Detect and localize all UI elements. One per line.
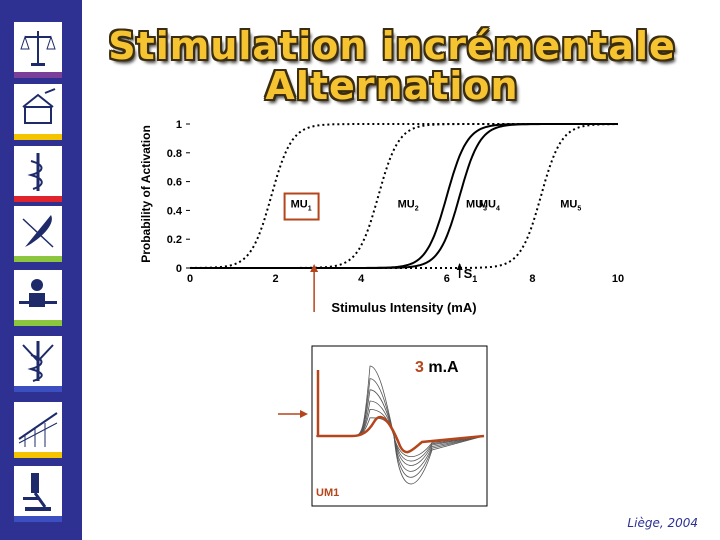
caduceus-icon[interactable]	[14, 146, 62, 196]
footer-location-date: Liège, 2004	[627, 516, 698, 530]
series-label-mu2: MU2	[398, 199, 419, 213]
y-axis-label: Probability of Activation	[139, 125, 153, 263]
title-line-2: Alternation	[265, 64, 519, 108]
stimulus-current-label: 3 m.A	[415, 359, 459, 376]
y-tick-label: 0.2	[167, 234, 182, 246]
sidebar-color-bar	[14, 72, 62, 78]
emg-trace-panel: 3 m.A UM1	[278, 345, 488, 507]
panel-pointer-arrow-head	[300, 410, 308, 418]
series-label-mu5: MU5	[560, 199, 581, 213]
y-tick-label: 0.6	[167, 177, 182, 189]
um1-label: UM1	[316, 487, 339, 499]
x-tick-label: 4	[358, 273, 365, 285]
emg-trace-line	[316, 389, 485, 472]
y-tick-label: 1	[176, 119, 182, 131]
series-label-mu3: MU3	[466, 199, 487, 213]
microscope-icon[interactable]	[14, 466, 62, 516]
series-curve-mu5	[190, 123, 618, 269]
x-tick-label: 2	[273, 273, 279, 285]
emg-trace-line	[316, 378, 485, 478]
y-tick-label: 0	[176, 263, 182, 275]
sidebar-color-bar	[14, 386, 62, 392]
um1-highlighted-trace	[316, 370, 485, 454]
x-axis-label: Stimulus Intensity (mA)	[331, 300, 476, 315]
x-tick-label: 6	[444, 273, 450, 285]
sidebar-color-bar	[14, 452, 62, 458]
y-tick-label: 0.8	[167, 148, 182, 160]
quill-icon[interactable]	[14, 206, 62, 256]
x-tick-label: 0	[187, 273, 193, 285]
sidebar-color-bar	[14, 196, 62, 202]
scales-icon[interactable]	[14, 22, 62, 72]
emg-trace-line	[316, 365, 485, 485]
teacher-icon[interactable]	[14, 270, 62, 320]
trace-frame	[311, 345, 488, 507]
x-tick-label: 8	[529, 273, 535, 285]
medical-symbol-icon[interactable]	[14, 336, 62, 386]
press-icon[interactable]	[14, 84, 62, 134]
s1-arrow-head	[456, 263, 463, 270]
sidebar-color-bar	[14, 134, 62, 140]
series-label-mu1: MU1	[291, 199, 312, 213]
sidebar-color-bar	[14, 320, 62, 326]
slide-title: Stimulation incrémentale Alternation	[0, 26, 720, 106]
y-tick-label: 0.4	[167, 205, 183, 217]
sidebar-color-bar	[14, 256, 62, 262]
title-line-1: Stimulation incrémentale	[108, 24, 676, 68]
sidebar-color-bar	[14, 516, 62, 522]
stimulus-arrow-head	[310, 264, 319, 272]
bridge-icon[interactable]	[14, 402, 62, 452]
series-label-mu4: MU4	[479, 199, 500, 213]
s1-label: S1	[464, 266, 478, 284]
mu1-highlight-box	[283, 192, 320, 221]
series-curve-mu1	[189, 123, 618, 269]
sidebar	[0, 0, 82, 540]
x-tick-label: 10	[612, 273, 624, 285]
emg-trace-line	[316, 400, 485, 466]
